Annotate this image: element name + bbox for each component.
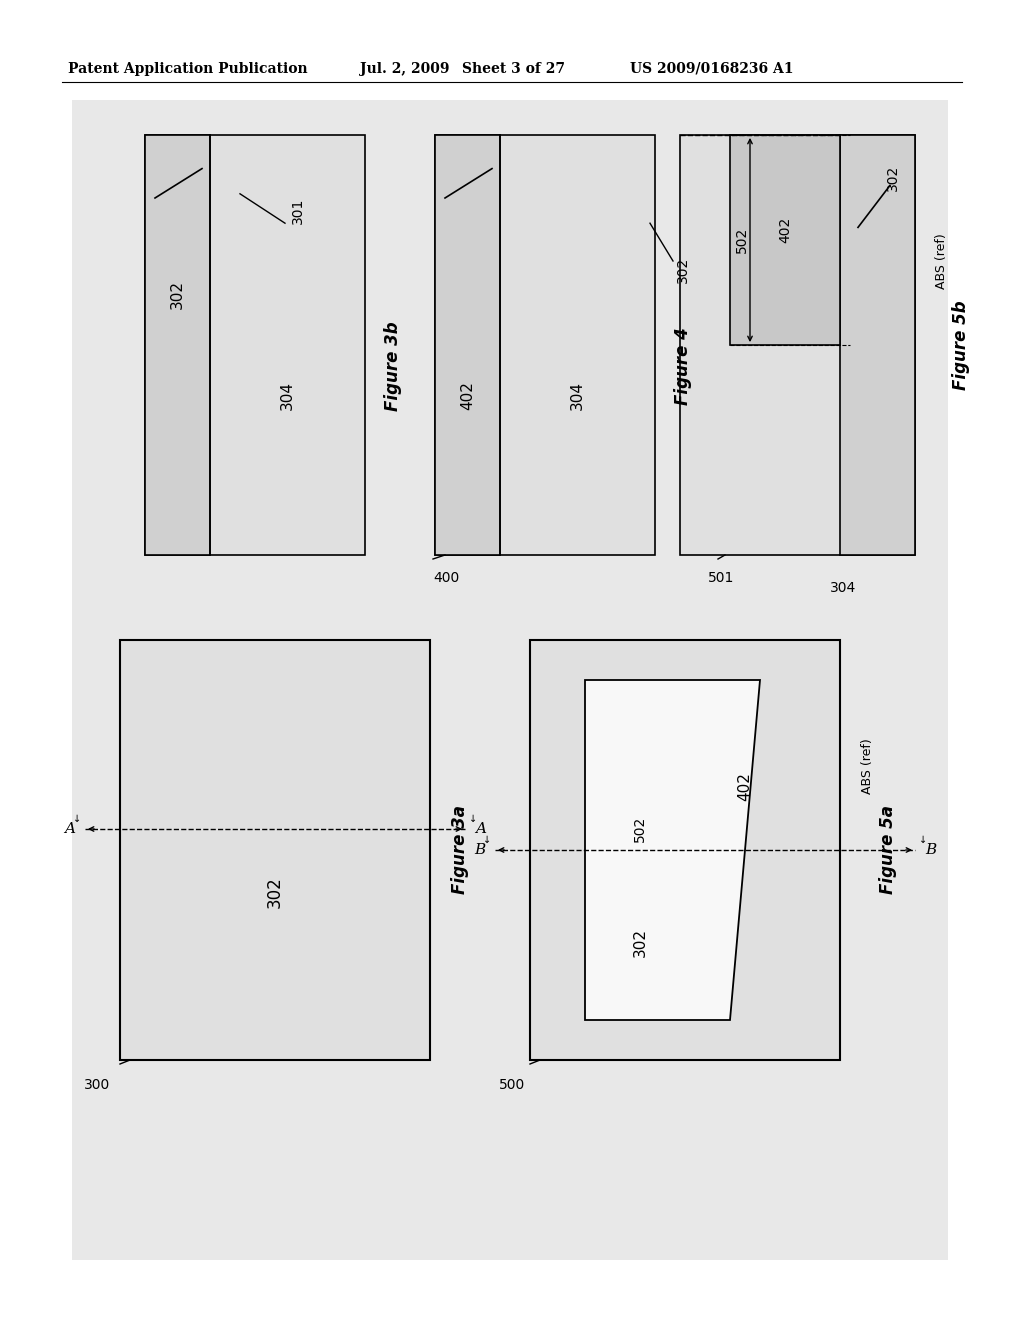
Text: Figure 4: Figure 4 [674,327,692,405]
Text: US 2009/0168236 A1: US 2009/0168236 A1 [630,62,794,77]
Text: Patent Application Publication: Patent Application Publication [68,62,307,77]
Text: 302: 302 [633,928,647,957]
Text: 500: 500 [499,1078,525,1092]
Bar [730,135,840,345]
Text: 302: 302 [170,280,185,309]
Bar [145,135,210,554]
Text: 304: 304 [830,581,856,595]
Text: 304: 304 [570,381,585,411]
Text: 301: 301 [291,198,305,224]
Text: Figure 5a: Figure 5a [879,805,897,895]
Bar [680,135,915,554]
Bar [530,640,840,1060]
Text: ↓: ↓ [483,836,492,845]
Text: ABS (ref): ABS (ref) [935,234,947,289]
Text: 302: 302 [676,256,690,282]
Text: 402: 402 [460,381,475,409]
Text: ↓: ↓ [469,814,477,824]
Text: Figure 3a: Figure 3a [451,805,469,895]
Text: 502: 502 [735,227,749,253]
Text: ↓: ↓ [73,814,81,824]
Text: 402: 402 [778,216,792,243]
Text: A: A [475,822,486,836]
Text: Jul. 2, 2009: Jul. 2, 2009 [360,62,450,77]
Text: 300: 300 [84,1078,110,1092]
Text: ↓: ↓ [919,836,927,845]
Text: 501: 501 [708,572,734,585]
Text: B: B [474,843,485,857]
Bar [435,135,655,554]
Bar [72,100,948,1261]
Bar [840,135,915,554]
Text: 304: 304 [280,381,295,411]
Text: 302: 302 [266,876,284,908]
Text: ABS (ref): ABS (ref) [861,738,874,793]
Bar [120,640,430,1060]
Bar [435,135,500,554]
Text: A: A [63,822,75,836]
Text: Sheet 3 of 27: Sheet 3 of 27 [462,62,565,77]
Text: Figure 3b: Figure 3b [384,321,402,411]
Bar [145,135,365,554]
Text: 402: 402 [737,772,753,801]
Text: 400: 400 [433,572,459,585]
Text: B: B [925,843,936,857]
Polygon shape [585,680,760,1020]
Text: 502: 502 [633,816,647,842]
Text: Figure 5b: Figure 5b [952,300,970,389]
Text: 302: 302 [886,164,900,190]
